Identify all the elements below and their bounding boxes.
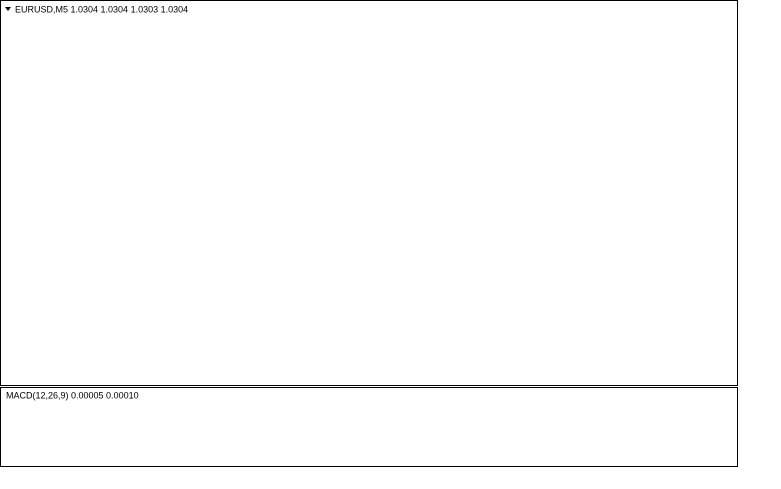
menu-triangle (5, 7, 11, 11)
macd-panel-frame (0, 387, 738, 467)
price-title: EURUSD,M5 1.0304 1.0304 1.0303 1.0304 (15, 4, 188, 14)
macd-title: MACD(12,26,9) 0.00005 0.00010 (6, 390, 139, 400)
price-panel-frame (0, 0, 738, 386)
